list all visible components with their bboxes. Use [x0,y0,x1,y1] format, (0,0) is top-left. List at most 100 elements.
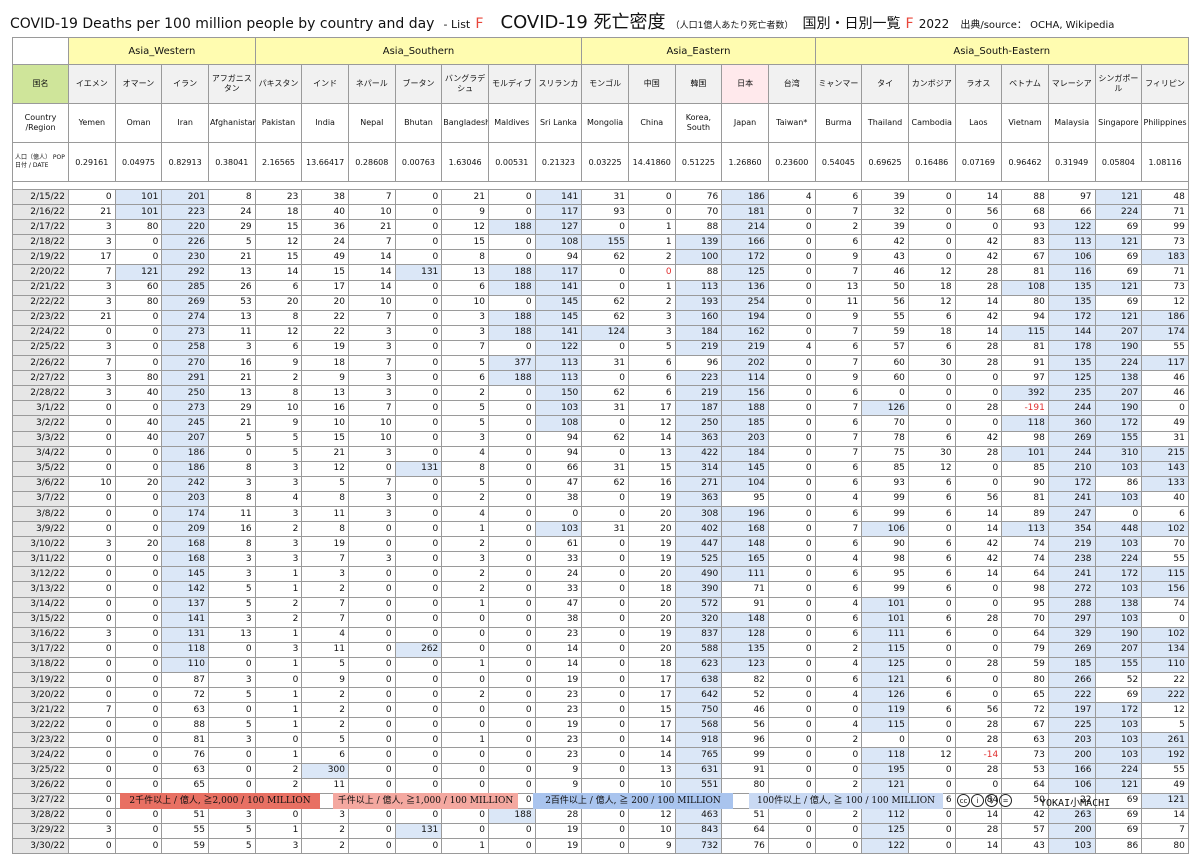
country-en-name: Cambodia [907,103,956,143]
title-year: 2022 [918,17,950,31]
value-cell: 23 [534,626,583,643]
value-cell: 572 [674,596,723,613]
value-cell: 0 [394,687,443,704]
region-corner [12,37,69,65]
value-cell: 0 [487,430,536,447]
date-cell: 3/3/22 [12,430,69,447]
value-cell: 247 [1047,505,1096,523]
value-cell: 3 [301,807,349,824]
population-value: 0.51225 [674,142,723,182]
value-cell: 19 [534,822,583,840]
value-cell: 11 [814,294,863,311]
value-cell: 0 [907,732,956,749]
value-cell: 68 [1001,204,1049,221]
value-cell: 3 [627,324,676,341]
value-cell: 14 [954,505,1003,523]
value-cell: 6 [907,430,956,447]
value-cell: 106 [1047,249,1096,266]
value-cell: 186 [161,445,209,462]
value-cell: 2 [254,611,303,628]
value-cell: 0 [114,611,163,628]
value-cell: 19 [627,551,676,568]
value-cell: 0 [767,249,816,266]
value-cell: 143 [1141,460,1189,477]
value-cell: 52 [1094,671,1143,689]
value-cell: 7 [814,445,863,462]
value-cell: 125 [861,822,909,840]
value-cell: 74 [1141,596,1189,613]
value-cell: 19 [301,536,349,553]
value-cell: 3 [68,385,116,402]
value-cell: 20 [114,475,163,492]
value-cell: 80 [114,219,163,236]
table-row: 3/1/22 0 0 273 29 10 16 7 0 5 0 103 31 17 187 188 0 7 126 0… [12,400,1189,417]
value-cell: 843 [674,822,723,840]
value-cell: 0 [394,294,443,311]
value-cell: 7 [814,264,863,281]
population-value: 0.31949 [1047,142,1096,182]
value-cell: 0 [767,294,816,311]
value-cell: 0 [487,294,536,311]
value-cell: 3 [301,566,349,583]
date-cell: 2/20/22 [12,264,69,281]
value-cell: 91 [721,762,769,779]
value-cell: 203 [161,490,209,507]
value-cell: 314 [674,460,723,477]
country-en-name: Pakistan [254,103,303,143]
value-cell: 71 [721,581,769,598]
value-cell: 95 [721,490,769,507]
value-cell: 0 [487,536,536,553]
value-cell: 0 [907,822,956,840]
value-cell: 56 [861,294,909,311]
value-cell: 5 [441,415,489,432]
value-cell: 0 [767,626,816,643]
value-cell: 390 [674,581,723,598]
value-cell: 0 [767,656,816,674]
value-cell: 8 [441,460,489,477]
value-cell: 250 [674,415,723,432]
value-cell: 23 [254,188,303,206]
value-cell: 0 [347,460,396,477]
value-cell: 93 [861,475,909,492]
nc-icon: $ [985,794,998,807]
region-header: Asia_Southern [254,37,583,65]
value-cell: 6 [907,536,956,553]
value-cell: 115 [861,717,909,734]
value-cell: 0 [114,566,163,583]
value-cell: 0 [114,822,163,840]
value-cell: 14 [954,188,1003,206]
value-cell: 63 [1001,732,1049,749]
value-cell: 0 [114,671,163,689]
value-cell: 5 [441,355,489,372]
value-cell: 17 [627,671,676,689]
value-cell: 0 [487,490,536,507]
value-cell: 0 [394,400,443,417]
value-cell: 377 [487,355,536,372]
value-cell: 31 [1141,430,1189,447]
value-cell: 188 [487,219,536,236]
date-cell: 3/18/22 [12,656,69,674]
value-cell: 16 [627,475,676,492]
table-row: 3/26/22 0 0 65 0 2 11 0 0 0 0 9 0 10 551 80 0 2 121 0 0 64 106… [12,777,1189,794]
value-cell: 0 [487,641,536,658]
value-cell: 245 [161,415,209,432]
value-cell: 3 [207,339,256,357]
value-cell: 6 [814,505,863,523]
value-cell: 0 [767,234,816,251]
value-cell: 12 [627,415,676,432]
value-cell: 23 [534,732,583,749]
value-cell: 30 [907,355,956,372]
value-cell: 525 [674,551,723,568]
value-cell: 121 [114,264,163,281]
value-cell: 0 [767,807,816,824]
value-cell: 74 [1001,536,1049,553]
value-cell: 13 [301,385,349,402]
value-cell: 5 [207,234,256,251]
value-cell: 117 [1141,355,1189,372]
value-cell: 0 [767,611,816,628]
table-row: 3/10/22 3 20 168 8 3 19 0 0 2 0 61 0 19 447 148 0 6 90 6 42 7… [12,536,1189,553]
value-cell: 75 [861,445,909,462]
value-cell: 0 [581,747,629,764]
value-cell: 63 [161,762,209,779]
value-cell: 76 [721,838,769,854]
